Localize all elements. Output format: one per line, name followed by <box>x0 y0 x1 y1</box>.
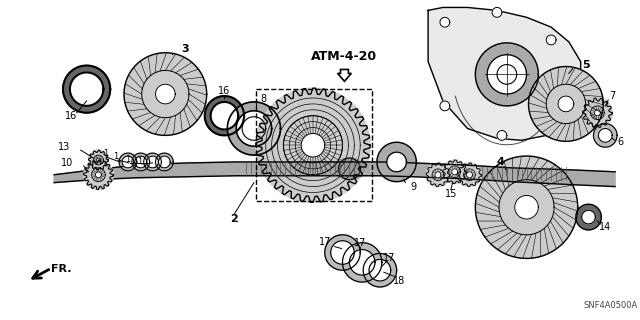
Polygon shape <box>458 163 481 187</box>
Polygon shape <box>529 67 604 141</box>
Text: 9: 9 <box>410 181 417 192</box>
Text: 1: 1 <box>125 155 131 164</box>
Text: 15: 15 <box>445 189 457 199</box>
Polygon shape <box>147 156 159 168</box>
Polygon shape <box>595 110 600 116</box>
Text: 8: 8 <box>260 94 267 104</box>
Polygon shape <box>256 88 370 202</box>
Polygon shape <box>497 131 507 140</box>
Text: 1: 1 <box>137 157 142 166</box>
Polygon shape <box>571 74 580 84</box>
Text: SNF4A0500A: SNF4A0500A <box>583 301 637 310</box>
Text: 14: 14 <box>599 222 611 232</box>
Polygon shape <box>132 153 150 171</box>
Polygon shape <box>63 66 110 113</box>
Polygon shape <box>211 102 238 130</box>
Polygon shape <box>54 162 615 187</box>
Text: FR.: FR. <box>51 264 71 274</box>
Polygon shape <box>349 250 375 275</box>
Polygon shape <box>342 243 382 282</box>
Text: ATM-4-20: ATM-4-20 <box>312 50 378 63</box>
Text: 4: 4 <box>496 157 504 167</box>
Text: 17: 17 <box>354 238 366 248</box>
Polygon shape <box>387 152 406 172</box>
Polygon shape <box>593 124 617 147</box>
Polygon shape <box>88 150 108 170</box>
Polygon shape <box>70 72 103 106</box>
Polygon shape <box>124 53 207 135</box>
Polygon shape <box>598 129 612 142</box>
Text: 17: 17 <box>319 237 331 247</box>
Polygon shape <box>582 98 612 128</box>
Polygon shape <box>452 169 458 175</box>
Text: 2: 2 <box>230 214 238 224</box>
Polygon shape <box>363 253 397 287</box>
Polygon shape <box>377 142 416 182</box>
Text: 1: 1 <box>113 152 119 161</box>
Polygon shape <box>558 96 574 112</box>
Polygon shape <box>492 7 502 17</box>
FancyArrow shape <box>337 69 351 81</box>
Polygon shape <box>97 158 100 162</box>
Text: 6: 6 <box>617 137 623 147</box>
Bar <box>256 89 372 201</box>
Polygon shape <box>515 196 538 219</box>
Text: 3: 3 <box>181 44 189 54</box>
Polygon shape <box>428 7 580 140</box>
Polygon shape <box>440 17 450 27</box>
Polygon shape <box>546 35 556 45</box>
Polygon shape <box>582 210 595 224</box>
Text: 16: 16 <box>65 111 77 121</box>
Text: 5: 5 <box>582 60 589 69</box>
Polygon shape <box>227 102 280 155</box>
Polygon shape <box>369 260 390 281</box>
Polygon shape <box>487 55 527 94</box>
Text: 13: 13 <box>58 142 70 152</box>
Text: 7: 7 <box>609 91 615 101</box>
Text: 17: 17 <box>383 253 395 263</box>
Polygon shape <box>135 156 147 168</box>
Polygon shape <box>440 101 450 111</box>
Polygon shape <box>84 160 113 189</box>
Polygon shape <box>324 235 360 270</box>
Polygon shape <box>301 133 324 157</box>
Polygon shape <box>476 156 578 259</box>
Ellipse shape <box>335 158 364 180</box>
Polygon shape <box>122 156 134 168</box>
Text: 1: 1 <box>102 148 108 158</box>
Polygon shape <box>467 172 472 178</box>
Polygon shape <box>95 172 101 178</box>
Polygon shape <box>331 241 355 264</box>
Polygon shape <box>556 121 566 131</box>
Polygon shape <box>476 43 538 106</box>
Text: 10: 10 <box>61 158 73 168</box>
Polygon shape <box>576 204 602 230</box>
Polygon shape <box>156 84 175 104</box>
Text: 16: 16 <box>218 86 230 96</box>
Polygon shape <box>443 160 467 184</box>
Polygon shape <box>159 156 170 168</box>
Polygon shape <box>236 111 271 146</box>
Polygon shape <box>156 153 173 171</box>
Polygon shape <box>205 96 244 135</box>
Polygon shape <box>144 153 161 171</box>
Text: 18: 18 <box>392 276 404 286</box>
Polygon shape <box>426 163 450 187</box>
Polygon shape <box>435 172 441 178</box>
Polygon shape <box>119 153 137 171</box>
